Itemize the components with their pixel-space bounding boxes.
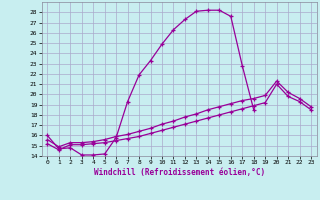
- X-axis label: Windchill (Refroidissement éolien,°C): Windchill (Refroidissement éolien,°C): [94, 168, 265, 177]
